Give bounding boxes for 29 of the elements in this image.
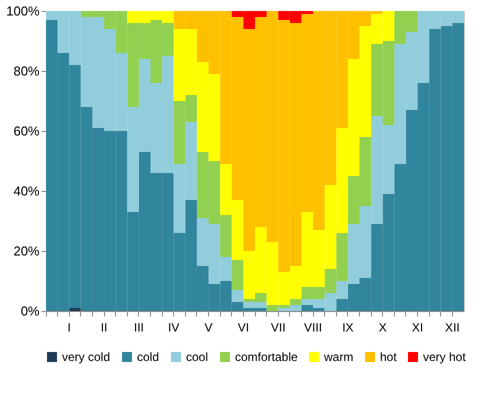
legend-label: very hot (423, 350, 466, 364)
x-tick-label: XI (412, 320, 424, 334)
bar (290, 299, 302, 305)
y-tick-label: 0% (20, 304, 40, 318)
legend-label: cold (137, 350, 160, 364)
x-tick-label: V (204, 320, 213, 334)
x-tick-label: VIII (304, 320, 322, 334)
x-tick-label: VII (270, 320, 286, 334)
x-tick-label: II (100, 320, 108, 334)
bar (69, 308, 81, 311)
x-tick-label: I (68, 320, 71, 334)
bar (232, 260, 244, 290)
x-tick-label: VI (238, 320, 250, 334)
legend-label: warm (323, 350, 354, 364)
y-tick-label: 40% (13, 184, 40, 198)
y-tick-label: 20% (13, 244, 40, 258)
y-tick-label: 80% (13, 64, 40, 78)
legend-label: cool (186, 350, 208, 364)
x-tick-label: XII (445, 320, 460, 334)
bar (232, 290, 244, 302)
x-tick-label: IV (168, 320, 180, 334)
legend-label: hot (380, 350, 398, 364)
x-tick-label: III (134, 320, 144, 334)
legend-label: comfortable (235, 350, 298, 364)
x-tick-label: IX (342, 320, 354, 334)
y-tick-label: 100% (6, 4, 40, 18)
x-tick-label: X (378, 320, 387, 334)
legend-label: very cold (62, 350, 110, 364)
y-tick-label: 60% (13, 124, 40, 138)
